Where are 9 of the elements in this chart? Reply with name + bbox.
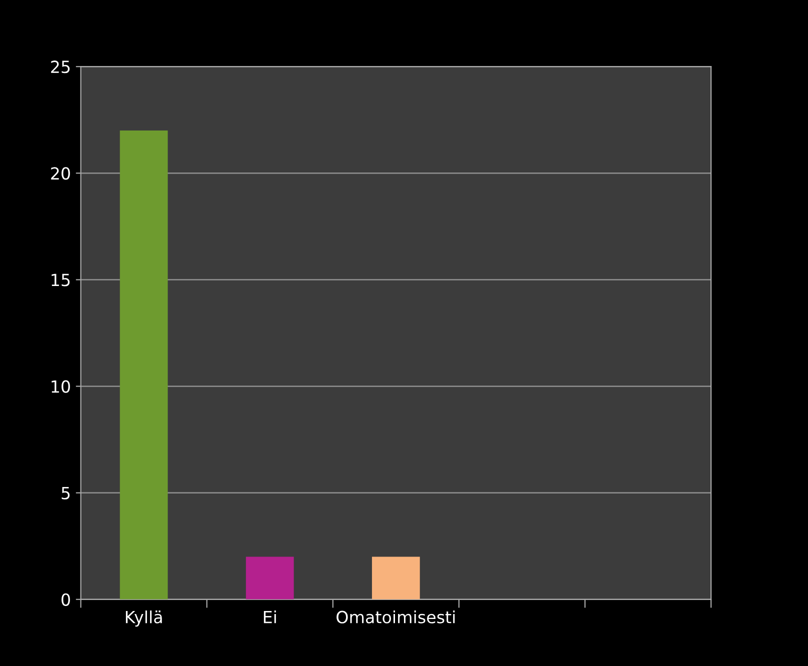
y-tick-label: 10: [52, 380, 70, 393]
y-tick-label: 0: [62, 593, 70, 606]
y-tick-label: 15: [52, 274, 70, 286]
y-tick-label: 20: [51, 167, 70, 180]
x-tick-label: Ei: [264, 610, 276, 624]
y-tick-label: 25: [51, 60, 70, 74]
x-tick-label: Kyllä: [126, 610, 162, 627]
x-tick-label: Omatoimisesti: [336, 610, 455, 624]
y-tick-label: 5: [62, 487, 70, 500]
